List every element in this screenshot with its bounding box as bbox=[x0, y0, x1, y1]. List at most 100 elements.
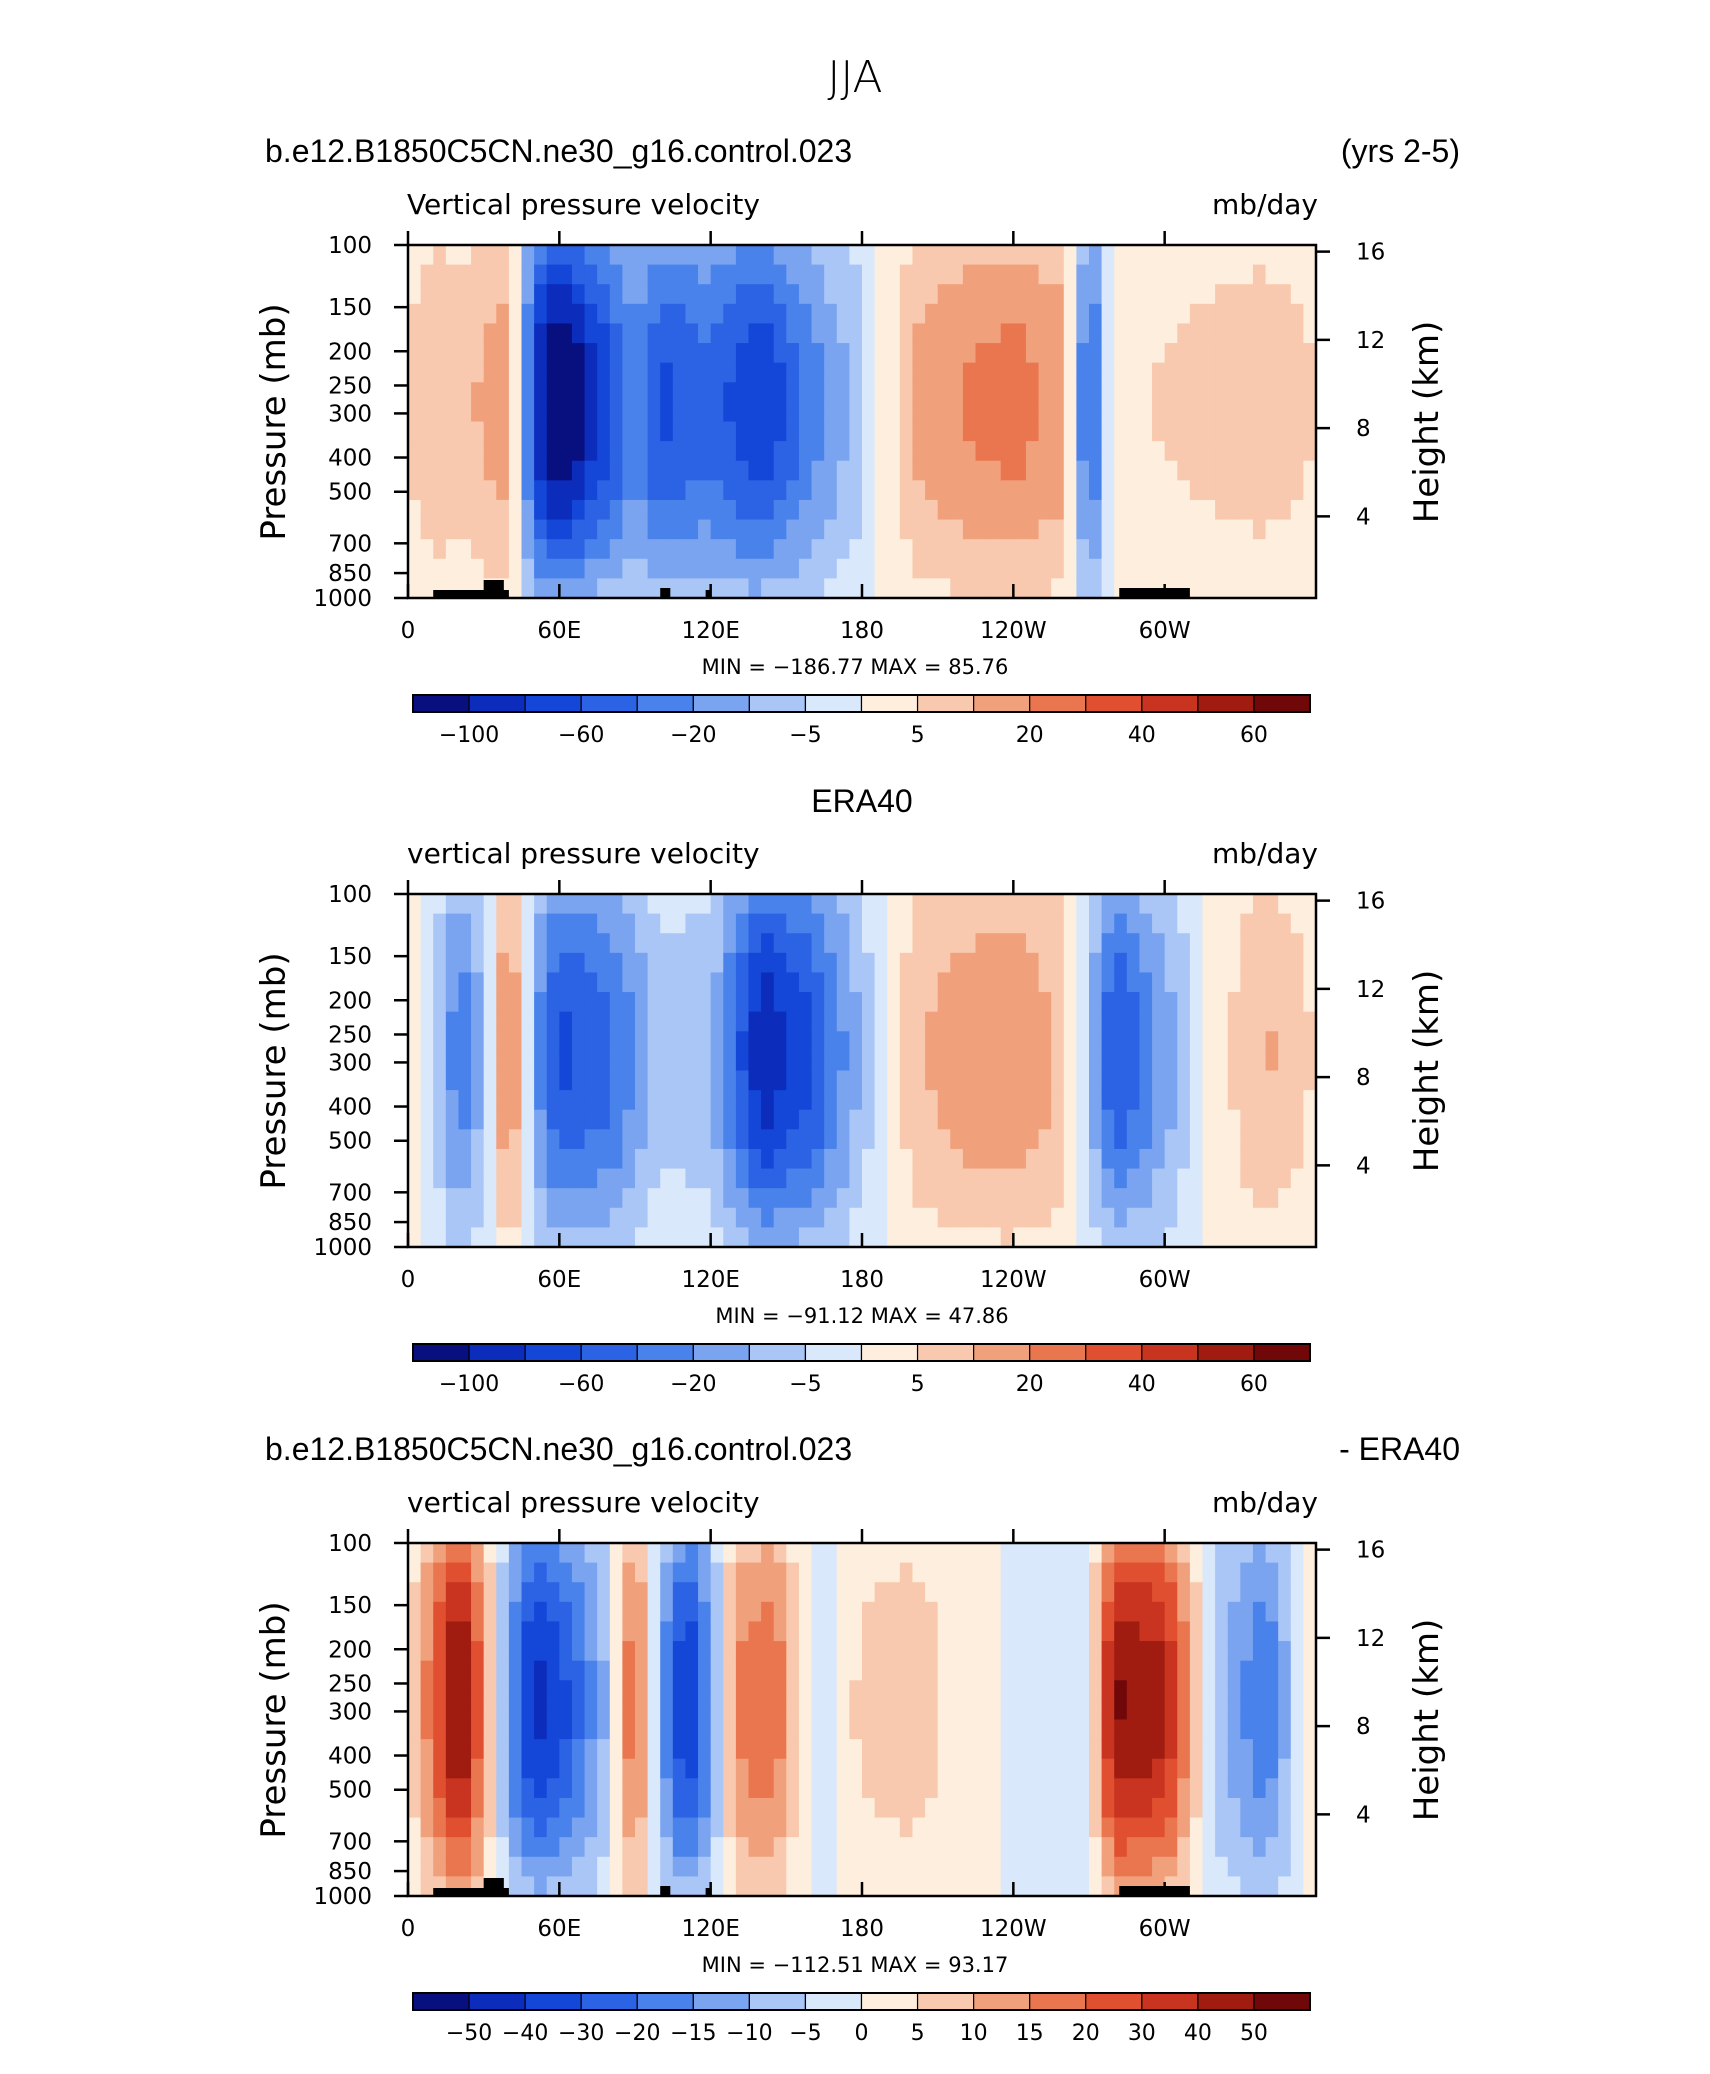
field-cell bbox=[546, 1699, 560, 1721]
field-cell bbox=[798, 1758, 813, 1779]
field-cell bbox=[559, 539, 573, 560]
field-cell bbox=[824, 264, 838, 285]
field-cell bbox=[798, 1543, 813, 1564]
field-cell bbox=[584, 992, 598, 1013]
field-cell bbox=[1126, 1188, 1141, 1209]
field-cell bbox=[471, 1660, 485, 1681]
field-cell bbox=[836, 578, 850, 599]
field-cell bbox=[1252, 519, 1267, 540]
field-cell bbox=[1114, 1562, 1128, 1583]
field-cell bbox=[710, 1188, 724, 1209]
field-cell bbox=[912, 1168, 926, 1189]
field-cell bbox=[1240, 1719, 1254, 1740]
field-cell bbox=[685, 1031, 699, 1052]
field-cell bbox=[1265, 1739, 1279, 1760]
field-cell bbox=[962, 1719, 977, 1740]
field-cell bbox=[571, 1168, 586, 1189]
field-cell bbox=[1303, 401, 1317, 423]
field-cell bbox=[761, 1227, 775, 1248]
field-cell bbox=[773, 1641, 787, 1662]
field-cell bbox=[672, 1031, 687, 1052]
field-cell bbox=[1240, 460, 1254, 481]
field-cell bbox=[1227, 972, 1241, 993]
field-cell bbox=[496, 480, 510, 501]
field-cell bbox=[458, 1856, 472, 1877]
field-cell bbox=[1202, 913, 1216, 934]
field-cell bbox=[748, 952, 762, 974]
field-cell bbox=[824, 441, 838, 462]
field-cell bbox=[1152, 1090, 1166, 1111]
field-cell bbox=[1303, 460, 1317, 481]
field-cell bbox=[962, 1621, 977, 1642]
field-cell bbox=[408, 382, 422, 403]
field-cell bbox=[1189, 519, 1204, 540]
field-cell bbox=[849, 480, 863, 501]
field-cell bbox=[521, 421, 535, 442]
field-cell bbox=[962, 1543, 977, 1564]
field-cell bbox=[1265, 1778, 1279, 1799]
field-cell bbox=[1202, 1739, 1216, 1760]
field-cell bbox=[584, 1856, 598, 1877]
field-cell bbox=[1303, 1837, 1317, 1858]
field-cell bbox=[622, 1207, 636, 1228]
field-cell bbox=[584, 1543, 598, 1564]
field-cell bbox=[534, 323, 548, 344]
field-cell bbox=[849, 1090, 863, 1111]
field-cell bbox=[849, 1188, 863, 1209]
field-cell bbox=[1101, 1188, 1115, 1209]
field-cell bbox=[836, 303, 850, 325]
field-cell bbox=[698, 1543, 712, 1564]
field-cell bbox=[672, 460, 687, 481]
field-cell bbox=[609, 441, 623, 462]
field-cell bbox=[672, 1011, 687, 1032]
field-cell bbox=[559, 1758, 573, 1779]
field-cell bbox=[1051, 1582, 1065, 1603]
field-cell bbox=[647, 558, 661, 579]
field-cell bbox=[1101, 992, 1115, 1013]
field-cell bbox=[458, 1739, 472, 1760]
field-cell bbox=[735, 1641, 750, 1662]
field-cell bbox=[899, 1601, 914, 1623]
y-tick-right-label: 16 bbox=[1356, 1538, 1385, 1564]
field-cell bbox=[1101, 1660, 1115, 1681]
field-cell bbox=[1114, 933, 1128, 954]
field-cell bbox=[811, 1168, 825, 1189]
field-cell bbox=[584, 343, 598, 364]
field-cell bbox=[1227, 519, 1241, 540]
field-cell bbox=[874, 499, 888, 521]
field-cell bbox=[824, 558, 838, 579]
field-cell bbox=[622, 933, 636, 954]
field-cell bbox=[1215, 1856, 1229, 1877]
field-cell bbox=[735, 933, 750, 954]
field-cell bbox=[508, 913, 523, 934]
field-cell bbox=[521, 952, 535, 974]
field-cell bbox=[521, 1699, 535, 1721]
field-cell bbox=[937, 578, 951, 599]
field-cell bbox=[1202, 1168, 1216, 1189]
field-cell bbox=[496, 1699, 510, 1721]
field-cell bbox=[748, 303, 762, 325]
field-cell bbox=[798, 1148, 813, 1170]
field-cell bbox=[458, 362, 472, 383]
field-cell bbox=[420, 499, 434, 521]
field-cell bbox=[584, 1797, 598, 1819]
field-cell bbox=[1101, 1168, 1115, 1189]
field-cell bbox=[1089, 1817, 1103, 1838]
field-cell bbox=[660, 1070, 674, 1091]
field-cell bbox=[496, 1778, 510, 1799]
field-cell bbox=[635, 264, 649, 285]
field-cell bbox=[811, 1582, 825, 1603]
field-cell bbox=[1051, 519, 1065, 540]
field-cell bbox=[950, 1817, 964, 1838]
field-cell bbox=[1114, 1817, 1128, 1838]
field-cell bbox=[622, 401, 636, 423]
field-cell bbox=[685, 1543, 699, 1564]
field-cell bbox=[811, 1739, 825, 1760]
field-cell bbox=[546, 499, 560, 521]
field-cell bbox=[862, 1207, 876, 1228]
field-cell bbox=[1164, 1621, 1178, 1642]
field-cell bbox=[988, 1129, 1002, 1150]
field-cell bbox=[912, 1719, 926, 1740]
field-cell bbox=[445, 992, 460, 1013]
field-cell bbox=[786, 1719, 800, 1740]
